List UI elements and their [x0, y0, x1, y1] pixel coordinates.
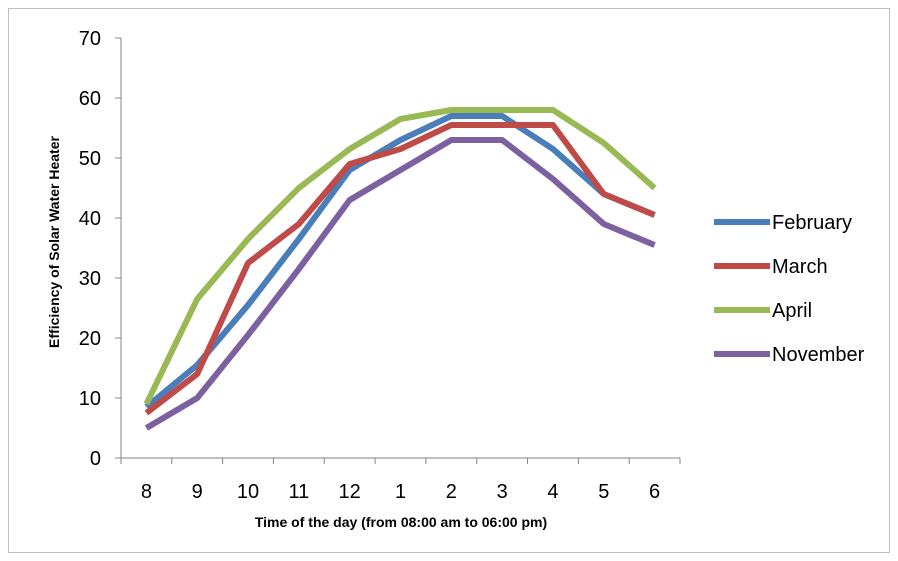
axes	[120, 38, 680, 459]
y-tick-label: 30	[79, 268, 101, 290]
y-tick-label: 40	[79, 208, 101, 230]
series-line-april	[143, 107, 657, 406]
y-tick-label: 50	[79, 148, 101, 170]
y-axis-ticks: 0 10 20 30 40 50 60 70	[79, 28, 121, 470]
y-tick-label: 0	[90, 448, 101, 470]
y-tick-label: 70	[79, 28, 101, 50]
x-tick-label: 11	[288, 481, 309, 503]
y-tick-label: 10	[79, 388, 101, 410]
chart-frame	[8, 8, 890, 553]
x-tick-label: 2	[446, 481, 457, 503]
x-tick-label: 5	[598, 481, 609, 503]
series-lines	[143, 107, 657, 431]
x-tick-label: 1	[395, 481, 406, 503]
x-tick-label: 4	[547, 481, 558, 503]
y-tick-label: 60	[79, 88, 101, 110]
series-line-november	[144, 137, 656, 431]
legend-label-november: November	[772, 344, 865, 366]
x-tick-label: 6	[649, 481, 660, 503]
y-axis-title: Efficiency of Solar Water Heater	[46, 136, 62, 348]
series-line-march	[144, 122, 656, 416]
x-tick-label: 8	[141, 481, 152, 503]
series-line-february	[144, 113, 656, 410]
legend-label-march: March	[772, 256, 828, 278]
x-axis-ticks: 8 9 10 11 12 1 2 3 4 5 6	[120, 458, 681, 503]
y-tick-label: 20	[79, 328, 101, 350]
x-tick-label: 9	[192, 481, 203, 503]
legend-label-february: February	[772, 212, 852, 234]
legend-label-april: April	[772, 300, 812, 322]
x-axis-title: Time of the day (from 08:00 am to 06:00 …	[255, 514, 547, 530]
x-tick-label: 3	[497, 481, 508, 503]
x-tick-label: 10	[237, 481, 259, 503]
x-tick-label: 12	[339, 481, 361, 503]
legend: February March April November	[714, 212, 865, 366]
